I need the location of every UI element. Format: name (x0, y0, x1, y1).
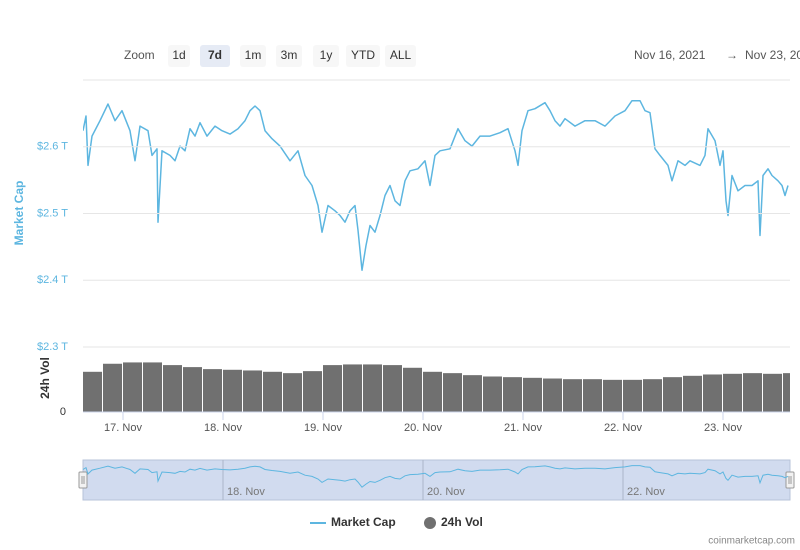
plot-area (83, 99, 790, 412)
zoom-button-label[interactable]: 1y (320, 48, 333, 62)
y-axis-title: Market Cap (12, 181, 26, 246)
volume-bar (563, 379, 582, 412)
volume-bar (123, 362, 142, 412)
volume-bar (243, 370, 262, 412)
volume-bar (603, 379, 622, 412)
volume-bar (163, 365, 182, 412)
zoom-button[interactable] (200, 45, 230, 67)
volume-bar (223, 369, 242, 412)
volume-bar (203, 369, 222, 412)
zoom-button[interactable] (385, 45, 416, 67)
volume-bar (783, 373, 790, 412)
zoom-button[interactable] (276, 45, 302, 67)
navigator-tick-label: 18. Nov (227, 486, 265, 498)
zoom-button-label[interactable]: 3m (281, 48, 298, 62)
volume-bar (283, 373, 302, 412)
volume-bar (463, 375, 482, 412)
x-tick-label: 17. Nov (104, 422, 142, 434)
volume-bar (323, 365, 342, 412)
volume-bar (763, 373, 782, 412)
volume-bar (383, 365, 402, 412)
x-tick-label: 23. Nov (704, 422, 742, 434)
zoom-button-label[interactable]: YTD (351, 48, 375, 62)
x-tick-label: 20. Nov (404, 422, 442, 434)
volume-bar (263, 371, 282, 412)
zoom-button-label[interactable]: ALL (390, 48, 412, 62)
navigator-tick-label: 20. Nov (427, 486, 465, 498)
watermark: coinmarketcap.com (708, 536, 795, 547)
navigator-line (82, 465, 789, 488)
y-tick-label: $2.3 T (37, 341, 68, 353)
volume-bar (483, 376, 502, 412)
x-tick-label: 19. Nov (304, 422, 342, 434)
x-tick-label: 18. Nov (204, 422, 242, 434)
volume-bar (683, 375, 702, 412)
legend-label[interactable]: 24h Vol (441, 515, 483, 529)
zoom-button-label[interactable]: 7d (208, 48, 222, 62)
y-tick-label: $2.4 T (37, 274, 68, 286)
zoom-button[interactable] (168, 45, 190, 67)
volume-bar (583, 379, 602, 412)
volume-bar (543, 378, 562, 412)
y-tick-label: 0 (60, 406, 66, 418)
y2-axis-title: 24h Vol (38, 357, 52, 399)
volume-bar (703, 374, 722, 412)
volume-bar (183, 367, 202, 412)
volume-bar (663, 377, 682, 412)
volume-bar (83, 371, 102, 412)
zoom-button[interactable] (313, 45, 339, 67)
volume-bar (723, 373, 742, 412)
volume-bar (403, 367, 422, 412)
legend-dot[interactable] (424, 517, 436, 529)
y-tick-label: $2.6 T (37, 141, 68, 153)
volume-bar (643, 379, 662, 412)
volume-bar (443, 373, 462, 412)
navigator-handle[interactable] (78, 471, 88, 489)
zoom-button[interactable] (346, 45, 380, 67)
legend-label[interactable]: Market Cap (331, 515, 396, 529)
volume-bar (523, 377, 542, 412)
range-from[interactable]: Nov 16, 2021 (634, 48, 706, 62)
volume-bar (143, 362, 162, 412)
volume-bar (743, 373, 762, 412)
volume-bar (503, 377, 522, 412)
range-arrow: → (726, 48, 738, 62)
navigator-tick-label: 22. Nov (627, 486, 665, 498)
volume-bar (303, 371, 322, 412)
volume-bar (423, 371, 442, 412)
navigator-handle[interactable] (785, 471, 795, 489)
range-to[interactable]: Nov 23, 2021 (745, 48, 800, 62)
zoom-button[interactable] (240, 45, 266, 67)
navigator-window[interactable] (82, 459, 791, 501)
zoom-button-label[interactable]: 1m (245, 48, 262, 62)
volume-bar (103, 363, 122, 412)
x-tick-label: 21. Nov (504, 422, 542, 434)
x-tick-label: 22. Nov (604, 422, 642, 434)
zoom-button-label[interactable]: 1d (172, 48, 185, 62)
volume-bar (363, 364, 382, 412)
market-cap-line (83, 99, 789, 271)
y-tick-label: $2.5 T (37, 207, 68, 219)
volume-bar (623, 379, 642, 412)
zoom-label: Zoom (124, 48, 155, 62)
volume-bar (343, 364, 362, 412)
